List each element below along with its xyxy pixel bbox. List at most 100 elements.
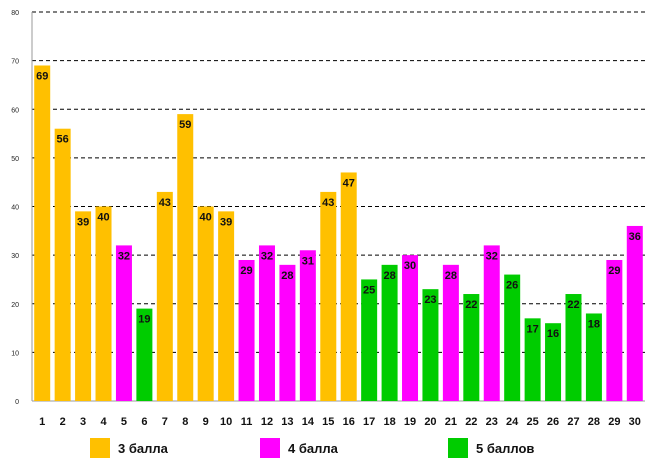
- data-label: 22: [465, 299, 477, 311]
- bar: [136, 308, 153, 401]
- bar: [504, 274, 521, 401]
- data-label: 31: [302, 255, 314, 267]
- data-label: 32: [486, 250, 498, 262]
- x-tick-label: 3: [80, 416, 86, 428]
- data-label: 39: [220, 216, 232, 228]
- x-tick-label: 24: [506, 416, 519, 428]
- legend-label-5: 5 баллов: [476, 440, 535, 456]
- data-label: 69: [36, 70, 48, 82]
- x-tick-label: 13: [281, 416, 293, 428]
- bar: [585, 313, 602, 401]
- x-tick-label: 18: [383, 416, 395, 428]
- x-tick-label: 1: [39, 416, 45, 428]
- axes: [31, 12, 645, 402]
- bar: [381, 264, 398, 401]
- bar: [95, 206, 112, 401]
- bar: [54, 128, 71, 401]
- y-tick-label: 40: [11, 205, 19, 212]
- x-tick-label: 19: [404, 416, 416, 428]
- data-label: 39: [77, 216, 89, 228]
- legend-swatch-4: [260, 438, 280, 458]
- bar: [115, 245, 132, 401]
- data-label: 32: [261, 250, 273, 262]
- data-labels: 69 56 39 40 32 19 43 59 40 39 29 32 28 31 43 47 25 28 30 23…: [36, 70, 641, 340]
- legend-label-3: 3 балла: [118, 440, 168, 456]
- data-label: 28: [281, 270, 293, 282]
- x-tick-label: 21: [445, 416, 457, 428]
- bar: [238, 259, 255, 401]
- y-tick-label: 20: [11, 302, 19, 309]
- data-label: 47: [343, 177, 355, 189]
- x-tick-label: 29: [608, 416, 620, 428]
- data-label: 43: [322, 197, 334, 209]
- bar: [218, 211, 235, 401]
- x-tick-label: 27: [567, 416, 579, 428]
- data-label: 18: [588, 318, 600, 330]
- data-label: 26: [506, 280, 518, 292]
- y-tick-label: 70: [11, 59, 19, 66]
- x-tick-label: 28: [588, 416, 600, 428]
- x-tick-label: 6: [141, 416, 147, 428]
- bar: [422, 289, 439, 401]
- x-tick-label: 15: [322, 416, 334, 428]
- bar: [299, 250, 316, 401]
- y-tick-label: 60: [11, 107, 19, 114]
- legend-swatch-3: [90, 438, 110, 458]
- y-tick-label: 50: [11, 156, 19, 163]
- y-tick-label: 80: [11, 10, 19, 17]
- bar: [34, 65, 51, 402]
- y-tick-label: 0: [15, 399, 19, 406]
- bar: [258, 245, 275, 401]
- data-label: 59: [179, 119, 191, 131]
- data-label: 16: [547, 328, 559, 340]
- data-label: 32: [118, 250, 130, 262]
- x-tick-label: 4: [100, 416, 107, 428]
- x-tick-label: 14: [302, 416, 315, 428]
- bar: [606, 259, 623, 401]
- data-label: 30: [404, 260, 416, 272]
- x-tick-label: 12: [261, 416, 273, 428]
- data-label: 28: [445, 270, 457, 282]
- data-label: 28: [383, 270, 395, 282]
- legend-item-5: 5 баллов: [448, 436, 534, 460]
- data-label: 29: [608, 265, 620, 277]
- bar: [483, 245, 500, 401]
- x-tick-label: 5: [121, 416, 127, 428]
- data-label: 25: [363, 284, 375, 296]
- x-tick-label: 11: [241, 416, 253, 428]
- data-label: 23: [424, 294, 436, 306]
- legend-item-3: 3 балла: [90, 436, 168, 460]
- bar: [156, 191, 173, 401]
- bar: [545, 323, 562, 401]
- bar: [442, 264, 459, 401]
- data-label: 43: [159, 197, 171, 209]
- data-label: 19: [138, 314, 150, 326]
- bar: [75, 211, 92, 401]
- bar: [463, 294, 480, 401]
- x-tick-label: 17: [363, 416, 375, 428]
- data-label: 40: [97, 212, 109, 224]
- legend: 3 балла 4 балла 5 баллов: [0, 436, 650, 460]
- data-label: 40: [200, 212, 212, 224]
- x-tick-label: 2: [60, 416, 66, 428]
- data-label: 17: [526, 323, 538, 335]
- bar: [524, 318, 541, 401]
- bar: [197, 206, 214, 401]
- x-tick-label: 26: [547, 416, 559, 428]
- x-tick-label: 9: [203, 416, 209, 428]
- y-tick-label: 30: [11, 253, 19, 260]
- x-tick-label: 8: [182, 416, 188, 428]
- y-tick-label: 10: [11, 350, 19, 357]
- x-tick-label: 22: [465, 416, 477, 428]
- x-tick-label: 23: [486, 416, 498, 428]
- legend-swatch-5: [448, 438, 468, 458]
- x-tick-label: 20: [424, 416, 436, 428]
- x-tick-label: 16: [343, 416, 355, 428]
- legend-item-4: 4 балла: [260, 436, 338, 460]
- data-label: 56: [57, 134, 69, 146]
- bar: [279, 264, 296, 401]
- x-tick-label: 7: [162, 416, 168, 428]
- bar: [320, 191, 337, 401]
